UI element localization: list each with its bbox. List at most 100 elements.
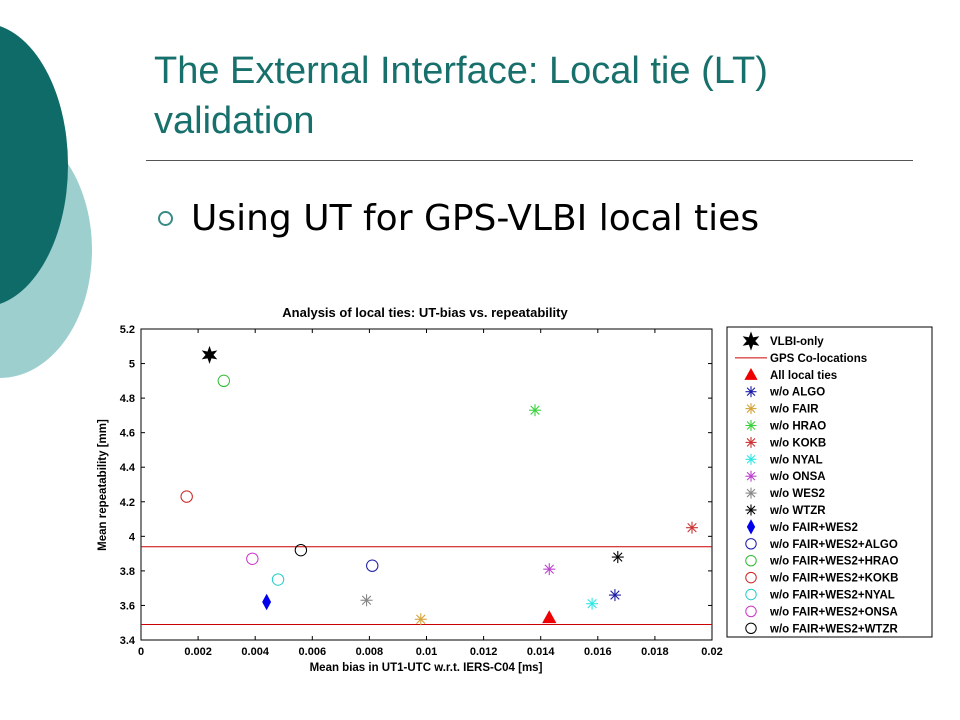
x-axis-label: Mean bias in UT1-UTC w.r.t. IERS-C04 [ms…: [310, 662, 543, 674]
data-point: [180, 490, 193, 503]
legend-item: w/o FAIR+WES2: [746, 519, 858, 535]
legend-label: VLBI-only: [770, 336, 824, 348]
y-tick-label: 3.6: [120, 600, 135, 612]
y-tick: 4.8: [120, 393, 712, 405]
legend-item: w/o FAIR+WES2+KOKB: [745, 571, 898, 585]
y-tick-label: 4.8: [120, 393, 135, 405]
y-tick: 3.6: [120, 600, 712, 612]
y-tick-label: 3.4: [120, 635, 136, 647]
x-tick-label: 0.012: [470, 646, 498, 658]
legend-item: GPS Co-locations: [735, 353, 867, 365]
y-tick: 3.4: [120, 635, 712, 647]
y-tick: 4.2: [120, 497, 712, 509]
data-points: [180, 345, 699, 626]
legend: VLBI-only GPS Co-locations All local ties w…: [735, 331, 898, 635]
x-tick-label: 0.014: [527, 646, 555, 658]
data-point: [246, 552, 259, 565]
x-tick: 0.006: [299, 329, 327, 658]
legend-marker: [745, 588, 757, 601]
legend-label: w/o HRAO: [769, 421, 826, 433]
legend-label: w/o FAIR: [769, 404, 819, 416]
legend-label: w/o WES2: [769, 488, 825, 500]
x-tick-label: 0.016: [584, 646, 612, 658]
legend-label: w/o FAIR+WES2+ALGO: [769, 539, 898, 551]
x-tick: 0.004: [241, 329, 270, 658]
legend-item: w/o FAIR: [745, 403, 819, 416]
x-tick-label: 0.004: [241, 646, 269, 658]
legend-item: All local ties: [744, 367, 837, 382]
x-tick: 0.008: [356, 329, 383, 658]
x-tick: 0.018: [641, 329, 669, 658]
x-tick: 0.014: [527, 329, 555, 658]
y-tick-label: 4.4: [120, 462, 136, 474]
legend-marker: [745, 605, 757, 618]
legend-item: w/o FAIR+WES2+HRAO: [745, 554, 898, 568]
plot-area: [140, 328, 713, 641]
legend-box: [726, 326, 933, 638]
legend-item: VLBI-only: [742, 331, 824, 351]
bullet-item: Using UT for GPS-VLBI local ties: [158, 198, 759, 239]
legend-item: w/o NYAL: [745, 453, 823, 466]
y-tick: 4: [129, 531, 712, 543]
x-tick-label: 0.006: [299, 646, 327, 658]
data-point: [586, 597, 599, 610]
legend-item: w/o FAIR+WES2+WTZR: [745, 622, 898, 635]
legend-marker: [745, 571, 757, 584]
chart-title: Analysis of local ties: UT-bias vs. repe…: [282, 305, 568, 320]
data-point: [360, 594, 373, 607]
legend-marker: [745, 554, 757, 567]
legend-item: w/o FAIR+WES2+ALGO: [745, 538, 898, 551]
data-point: [543, 563, 556, 576]
x-tick-label: 0.018: [641, 646, 669, 658]
legend-label: w/o NYAL: [769, 454, 823, 466]
x-tick: 0: [138, 329, 144, 658]
legend-label: w/o WTZR: [769, 505, 826, 517]
x-tick: 0.002: [184, 329, 212, 658]
legend-marker: [742, 331, 760, 351]
x-tick: 0.016: [584, 329, 612, 658]
data-point: [414, 613, 427, 626]
legend-marker: [745, 504, 757, 516]
legend-item: w/o FAIR+WES2+NYAL: [745, 588, 895, 602]
data-point: [686, 521, 699, 534]
legend-marker: [745, 487, 757, 499]
data-point: [528, 404, 541, 417]
legend-label: w/o FAIR+WES2+NYAL: [769, 590, 895, 602]
legend-item: w/o WES2: [745, 487, 825, 500]
data-point: [217, 374, 230, 388]
y-axis-label: Mean repeatability [mm]: [97, 419, 109, 551]
y-tick-label: 5.2: [120, 324, 135, 336]
x-tick-label: 0.01: [416, 646, 437, 658]
y-tick: 4.4: [120, 462, 712, 474]
legend-marker: [746, 519, 756, 535]
legend-item: w/o ONSA: [745, 470, 826, 483]
x-tick-label: 0.002: [184, 646, 212, 658]
legend-marker: [745, 386, 757, 398]
legend-label: w/o FAIR+WES2+ONSA: [769, 606, 898, 618]
y-tick-label: 4.6: [120, 428, 135, 440]
x-tick: 0.02: [701, 329, 723, 658]
bullet-text: Using UT for GPS-VLBI local ties: [191, 198, 760, 239]
y-tick-label: 5: [129, 359, 135, 371]
dark-teal-oval: [0, 26, 68, 304]
slide-title: The External Interface: Local tie (LT) v…: [154, 50, 768, 142]
legend-label: w/o FAIR+WES2+KOKB: [769, 573, 898, 585]
y-tick-label: 3.8: [120, 566, 135, 578]
data-point: [611, 551, 624, 564]
x-tick-label: 0.02: [701, 646, 722, 658]
legend-marker: [745, 470, 757, 482]
data-point: [542, 610, 557, 624]
legend-marker: [745, 538, 757, 550]
legend-marker: [745, 453, 757, 465]
legend-marker: [745, 403, 757, 415]
y-tick-label: 4: [129, 531, 136, 543]
y-tick: 5.2: [120, 324, 712, 336]
legend-label: w/o FAIR+WES2+HRAO: [769, 556, 898, 568]
title-divider: [146, 160, 913, 161]
data-point: [271, 573, 285, 586]
legend-marker: [745, 622, 757, 635]
legend-marker: [745, 420, 757, 431]
legend-label: GPS Co-locations: [770, 353, 867, 365]
bullet-circle-icon: [158, 211, 173, 226]
